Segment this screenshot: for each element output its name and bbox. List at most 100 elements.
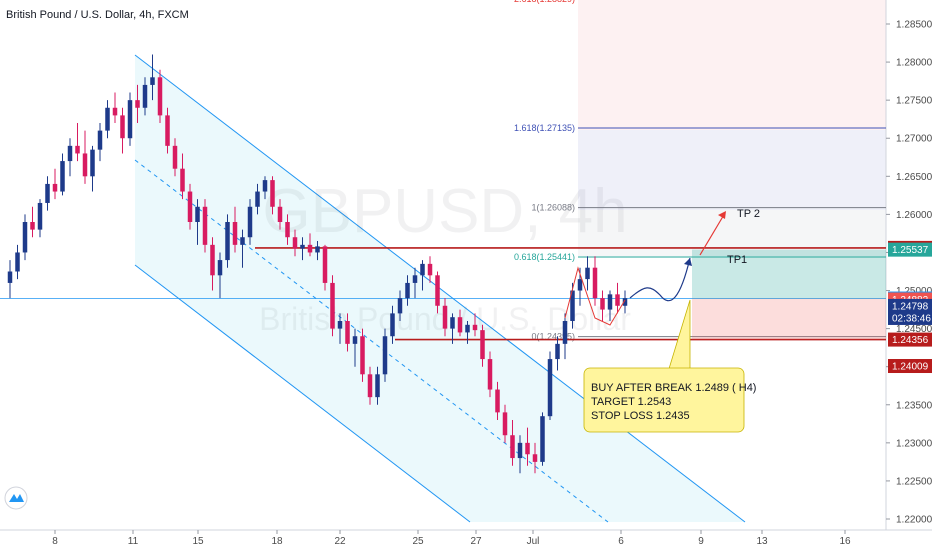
fib-levels: 2.618(1.28829) 1.618(1.27135) 1(1.26088) 0.…	[514, 0, 886, 342]
price-tag-box	[888, 298, 932, 313]
price-tick-label: 1.22000	[896, 515, 932, 526]
candle-body	[232, 222, 238, 245]
candle-body	[420, 263, 425, 276]
candle-body	[202, 206, 208, 245]
channel-mid-line[interactable]	[134, 159, 609, 523]
price-tag-label: 1.24356	[892, 335, 929, 346]
candle-body	[157, 77, 163, 116]
candle-body	[112, 107, 118, 116]
candle-body	[472, 324, 478, 331]
channel-lower-line[interactable]	[134, 264, 471, 523]
small-triangle-pattern	[564, 266, 626, 326]
note-line-3: STOP LOSS 1.2435	[591, 410, 690, 422]
candle-body	[225, 222, 230, 261]
price-tick-label: 1.22500	[896, 476, 932, 487]
candle-body	[105, 107, 110, 131]
candle-body	[525, 442, 530, 455]
candle-body	[120, 115, 125, 139]
candle-body	[360, 336, 365, 375]
price-tick-label: 1.28000	[896, 58, 932, 69]
date-tick-label: 11	[128, 536, 139, 547]
candle-body	[90, 149, 95, 177]
candle-body	[307, 244, 313, 253]
candle-body	[607, 294, 613, 310]
candle-body	[240, 237, 245, 245]
candle-body	[600, 298, 605, 310]
candle-body	[75, 145, 80, 154]
candle-body	[180, 168, 185, 192]
watermark-symbol: GBPUSD, 4h	[262, 177, 627, 246]
candle-body	[60, 161, 65, 192]
fib-level-label: 1.618(1.27135)	[514, 123, 575, 133]
candle-body	[495, 389, 500, 413]
candle-body	[247, 206, 253, 238]
candle-body	[67, 145, 73, 162]
price-tag-label: 1.25537	[892, 245, 929, 256]
price-tick-label: 1.23000	[896, 438, 932, 449]
fib-zone-mid	[578, 130, 886, 210]
candle-body	[405, 282, 410, 299]
price-tick-label: 1.24500	[896, 324, 932, 335]
candle-body	[577, 279, 583, 291]
candle-body	[255, 191, 260, 207]
price-tick-label: 1.28500	[896, 20, 932, 31]
candle-body	[412, 275, 418, 283]
date-tick-label: 6	[618, 536, 624, 547]
price-tick-label: 1.27000	[896, 134, 932, 145]
trade-note-callout[interactable]: BUY AFTER BREAK 1.2489 ( H4) TARGET 1.25…	[583, 299, 756, 433]
candle-body	[45, 183, 50, 203]
date-tick-label: 15	[192, 536, 204, 547]
tp1-label: TP1	[727, 254, 747, 266]
candle-body	[195, 206, 200, 222]
long-position-tool[interactable]	[692, 249, 886, 340]
candle-body	[555, 343, 560, 360]
candle-body	[390, 313, 395, 337]
price-tick-label: 1.27500	[896, 96, 932, 107]
price-tag-box	[888, 332, 932, 347]
tradingview-logo-icon[interactable]	[4, 486, 28, 510]
candle-body	[270, 180, 275, 207]
date-tick-label: 13	[756, 536, 768, 547]
candle-body	[585, 267, 590, 280]
candle-body	[465, 324, 470, 333]
candle-body	[532, 454, 538, 462]
candle-body	[622, 298, 628, 306]
candle-body	[15, 252, 20, 272]
note-line-1: BUY AFTER BREAK 1.2489 ( H4)	[591, 382, 756, 394]
candle-body	[322, 246, 328, 283]
horizontal-lines	[0, 247, 886, 341]
candle-body	[135, 100, 140, 108]
candles	[7, 54, 628, 474]
tp2-arrow	[699, 212, 726, 256]
candle-body	[487, 359, 493, 390]
note-line-2: TARGET 1.2543	[591, 396, 671, 408]
projection-curve	[629, 257, 691, 302]
candle-body	[592, 267, 598, 299]
candle-body	[450, 317, 455, 329]
channel-upper-line[interactable]	[134, 54, 746, 523]
price-tick-label: 1.26000	[896, 210, 932, 221]
candle-body	[285, 222, 290, 238]
candle-body	[262, 180, 268, 192]
price-tag-box	[888, 242, 932, 257]
date-tick-label: 18	[271, 536, 283, 547]
candle-body	[570, 290, 575, 321]
fib-level-label: 0.618(1.25441)	[514, 252, 575, 262]
candle-body	[210, 244, 215, 276]
date-tick-label: 22	[334, 536, 346, 547]
candle-body	[442, 305, 448, 329]
candle-body	[510, 435, 515, 459]
candle-body	[315, 246, 320, 253]
candle-body	[165, 115, 170, 146]
candle-body	[435, 275, 440, 306]
price-tag-box	[888, 359, 932, 374]
candle-body	[345, 321, 350, 344]
candle-body	[30, 222, 35, 230]
fib-level-label: 2.618(1.28829)	[514, 0, 575, 4]
candle-body	[277, 206, 283, 222]
candle-body	[397, 298, 403, 314]
candle-body	[97, 130, 103, 150]
candle-body	[82, 153, 88, 177]
target-zone	[692, 249, 886, 299]
